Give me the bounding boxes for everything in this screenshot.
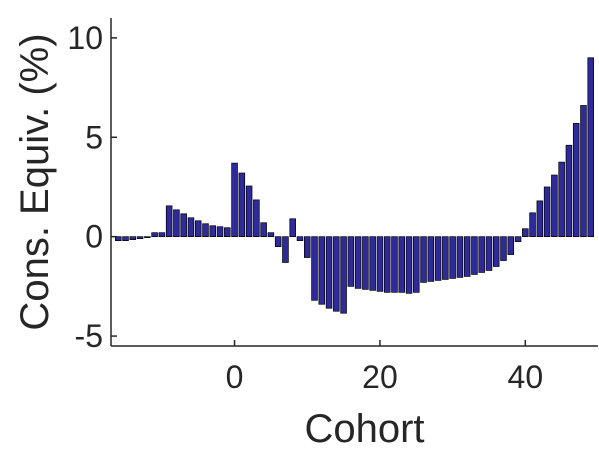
bar [507, 236, 515, 255]
bar [136, 236, 144, 240]
bar [187, 217, 195, 238]
bar [354, 236, 362, 289]
bar [383, 236, 391, 293]
bar [238, 172, 246, 238]
bar [144, 236, 151, 239]
bar [260, 222, 267, 238]
bar [224, 227, 231, 238]
bar [449, 236, 456, 279]
bar [318, 236, 326, 305]
bar [427, 236, 435, 282]
bar [376, 236, 384, 292]
bar [267, 232, 275, 238]
bar [173, 209, 180, 238]
bar [514, 236, 522, 242]
bar [529, 212, 536, 238]
bar [362, 236, 369, 290]
bar [551, 174, 558, 238]
x-axis-title: Cohort [304, 407, 424, 449]
bar [587, 57, 594, 238]
bar [558, 161, 565, 238]
bar [165, 205, 173, 238]
bar [231, 162, 238, 238]
bar [209, 225, 217, 238]
bar [194, 220, 202, 238]
bar [492, 236, 500, 267]
bar [543, 186, 551, 238]
bar [413, 236, 420, 293]
bar [471, 236, 478, 275]
bars-layer [115, 57, 594, 314]
bar [434, 236, 442, 281]
bar [122, 236, 129, 241]
bar [151, 232, 158, 238]
bar [296, 236, 304, 241]
bar [253, 199, 260, 238]
bar [282, 236, 289, 263]
bar [565, 144, 573, 238]
y-tick-label: 10 [67, 20, 103, 56]
bar [311, 236, 318, 301]
bar [478, 236, 485, 273]
y-axis-title: Cons. Equiv. (%) [13, 33, 57, 330]
ticks-layer: 0 20 40 -5 0 5 10 [67, 20, 543, 395]
bar [347, 236, 355, 287]
bar [580, 105, 587, 238]
bar [536, 200, 544, 238]
bar [391, 236, 398, 293]
y-tick-label: 0 [85, 219, 103, 255]
x-tick-label: 20 [362, 359, 398, 395]
bar [245, 185, 253, 238]
bar [202, 223, 209, 238]
bar [115, 236, 122, 241]
bar [369, 236, 376, 291]
bar [216, 226, 224, 238]
bar [420, 236, 427, 283]
bar [274, 236, 282, 247]
bar [405, 236, 413, 294]
bar [129, 236, 137, 240]
bar [398, 236, 405, 293]
bar [180, 213, 187, 238]
bar [485, 236, 493, 271]
bar [333, 236, 340, 312]
bar [158, 232, 166, 238]
bar [572, 123, 580, 238]
bar [522, 228, 529, 238]
bar [289, 218, 296, 238]
bar [442, 236, 449, 280]
x-tick-label: 0 [226, 359, 244, 395]
bar [325, 236, 333, 309]
bar [500, 236, 507, 261]
bar [340, 236, 347, 314]
bar [463, 236, 471, 277]
y-tick-label: -5 [75, 318, 103, 354]
x-tick-label: 40 [508, 359, 544, 395]
bar [456, 236, 464, 278]
bar [304, 236, 311, 258]
y-tick-label: 5 [85, 119, 103, 155]
